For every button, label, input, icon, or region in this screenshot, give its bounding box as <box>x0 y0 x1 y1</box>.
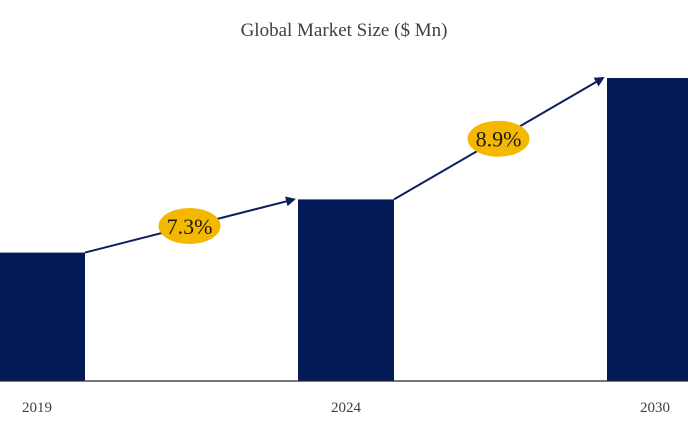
bars-group <box>0 78 688 381</box>
bar-2030 <box>607 78 688 381</box>
chart-title: Global Market Size ($ Mn) <box>241 20 448 41</box>
cagr-label: 8.9% <box>476 127 522 152</box>
bar-2024 <box>298 199 394 381</box>
cagr-label: 7.3% <box>167 214 213 239</box>
cagr-annotations: 7.3% 8.9% <box>84 77 605 254</box>
bar-2019 <box>0 252 85 381</box>
x-tick-label: 2019 <box>22 400 52 416</box>
cagr-badge <box>158 208 221 245</box>
x-tick-label: 2030 <box>640 400 670 416</box>
x-tick-labels: 2019 2024 2030 <box>22 400 670 416</box>
x-tick-label: 2024 <box>331 400 362 416</box>
cagr-badge <box>467 120 530 157</box>
